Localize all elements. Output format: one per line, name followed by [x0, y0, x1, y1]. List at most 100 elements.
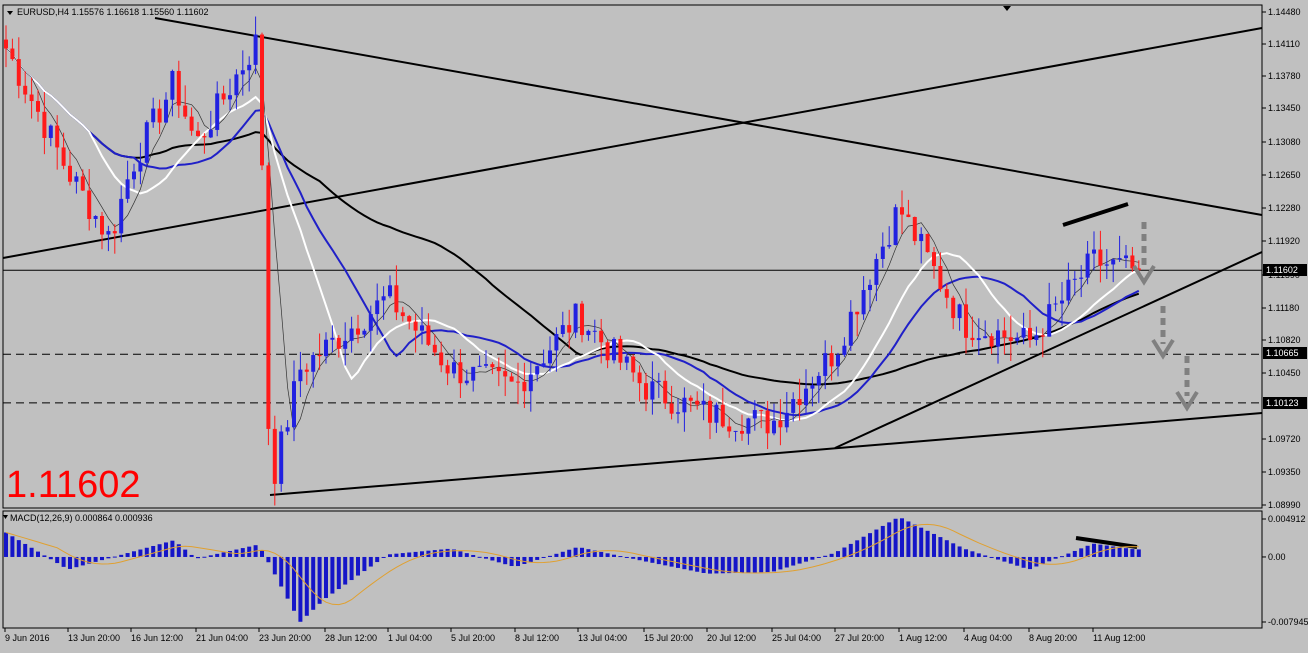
macd-bar	[906, 521, 911, 557]
macd-bar	[784, 556, 789, 568]
candle-body	[484, 364, 488, 366]
price-tick-label: 1.11920	[1268, 236, 1300, 246]
macd-bar	[957, 546, 962, 557]
candle-body	[548, 350, 552, 364]
macd-bar	[458, 551, 463, 557]
candle-body	[388, 285, 392, 297]
price-label-box	[1263, 347, 1307, 359]
macd-tick-label: 0.004912	[1268, 514, 1306, 524]
macd-bar	[554, 553, 559, 557]
macd-bar	[516, 556, 520, 567]
candle-body	[324, 339, 328, 357]
time-axis: 9 Jun 2016 13 Jun 20:00 16 Jun 12:00 21 Jun…	[4, 628, 1145, 643]
candle-body	[1111, 259, 1116, 265]
macd-bar	[266, 556, 271, 563]
price-label-box	[1263, 264, 1307, 276]
trendline-descending[interactable]	[154, 17, 1263, 216]
macd-bar	[612, 554, 616, 557]
candle-body	[272, 428, 277, 484]
trendline-ascending-upper[interactable]	[2, 27, 1263, 259]
macd-bar	[528, 556, 533, 562]
candle-body	[778, 420, 783, 428]
macd-bar	[215, 553, 220, 557]
price-tick-label: 1.11180	[1268, 303, 1299, 313]
macd-bar	[55, 556, 60, 564]
macd-bar	[29, 547, 34, 557]
candle-body	[983, 336, 988, 339]
macd-tick-label: 0.00	[1268, 552, 1286, 562]
candle-body	[400, 312, 405, 317]
candle-body	[42, 111, 47, 138]
trendline-base[interactable]	[269, 412, 1263, 496]
macd-bar	[240, 548, 245, 557]
candle-body	[176, 70, 181, 106]
candle-body	[925, 233, 930, 253]
candle-body	[989, 336, 994, 347]
macd-pane[interactable]	[2, 510, 1263, 629]
divergence-line-macd[interactable]	[1075, 536, 1138, 549]
candle-body	[292, 381, 296, 428]
candle-body	[375, 300, 380, 315]
candle-body	[164, 99, 168, 123]
candle-body	[580, 303, 584, 336]
macd-bar	[285, 556, 290, 599]
macd-bar	[842, 547, 847, 557]
price-label-box	[1263, 397, 1307, 409]
macd-bar	[1111, 546, 1116, 557]
macd-bar	[900, 518, 904, 557]
macd-bar	[868, 533, 872, 557]
candle-body	[1002, 330, 1007, 338]
candle-body	[125, 179, 130, 199]
macd-bar	[336, 556, 341, 590]
macd-bar	[733, 556, 738, 573]
candle-body	[36, 101, 40, 112]
macd-bar	[189, 554, 194, 557]
candle-body	[157, 108, 162, 123]
candle-body	[420, 325, 424, 331]
trendline-ascending-lower[interactable]	[834, 251, 1263, 449]
candle-body	[362, 330, 367, 335]
macd-bar	[804, 556, 808, 562]
shift-marker-icon[interactable]	[1003, 6, 1011, 11]
candle-body	[720, 404, 725, 427]
current-price-big: 1.11602	[6, 464, 141, 506]
macd-bar	[484, 556, 488, 559]
price-tick-label: 1.10820	[1268, 335, 1301, 345]
macd-bar	[477, 556, 482, 558]
candle-body	[170, 70, 175, 100]
candle-body	[868, 284, 872, 291]
divergence-line-price[interactable]	[1062, 202, 1129, 227]
candle-body	[394, 285, 399, 313]
macd-bar	[976, 553, 981, 557]
macd-dropdown-icon[interactable]	[3, 515, 8, 519]
candle-body	[311, 355, 316, 372]
candle-body	[490, 364, 495, 368]
macd-bar	[1060, 556, 1064, 558]
time-tick-label: 27 Jul 20:00	[835, 633, 884, 643]
candle-body	[874, 258, 879, 285]
macd-tick-label: -0.007945	[1268, 617, 1308, 627]
candle-body	[1021, 327, 1026, 338]
price-tick-label: 1.12650	[1268, 170, 1301, 180]
time-tick-label: 9 Jun 2016	[5, 633, 50, 643]
candle-body	[503, 371, 508, 377]
macd-bar	[68, 556, 72, 569]
macd-bar	[1066, 553, 1071, 557]
macd-bar	[125, 553, 130, 557]
candle-body	[471, 366, 476, 381]
candle-body	[266, 165, 271, 429]
candle-body	[618, 338, 623, 363]
macd-bar	[1002, 556, 1007, 562]
candle-body	[599, 330, 604, 343]
macd-bar	[714, 556, 719, 574]
candle-body	[407, 316, 412, 322]
price-pane[interactable]	[2, 4, 1263, 509]
candle-body	[1028, 327, 1032, 340]
symbol-dropdown-icon[interactable]	[7, 11, 13, 15]
macd-bar	[1085, 545, 1090, 557]
macd-bar	[362, 556, 367, 572]
macd-bar	[407, 552, 412, 557]
macd-bar	[522, 556, 527, 565]
